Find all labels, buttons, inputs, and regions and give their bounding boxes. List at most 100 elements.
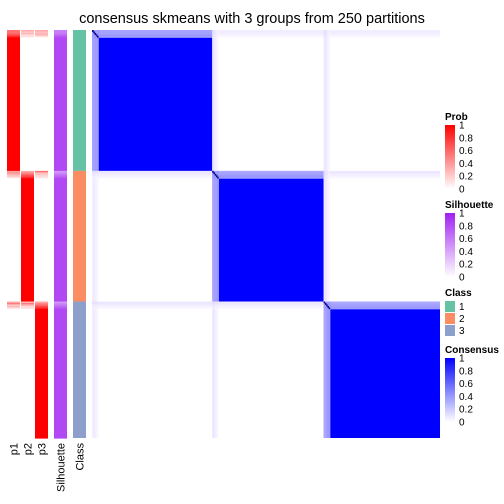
prob-p2-cell: [21, 374, 34, 377]
silhouette-cell: [54, 40, 67, 43]
prob-p2-cell: [21, 123, 34, 126]
prob-p3-cell: [35, 307, 48, 310]
prob-p3-cell: [35, 272, 48, 275]
prob-p3-cell: [35, 269, 48, 272]
consensus-cross-stripe: [328, 30, 331, 438]
silhouette-cell: [54, 261, 67, 264]
prob-p3-cell: [35, 411, 48, 414]
prob-p2-cell: [21, 320, 34, 323]
consensus-diagonal-cell: [326, 304, 328, 307]
prob-p3-cell: [35, 338, 48, 341]
prob-p2-cell: [21, 324, 34, 328]
prob-p2-cell: [21, 436, 34, 439]
silhouette-cell: [54, 430, 67, 433]
prob-p3-cell: [35, 336, 48, 339]
silhouette-cell: [54, 380, 67, 383]
legend-title: Consensus: [445, 345, 499, 356]
prob-p1-cell: [7, 157, 20, 160]
prob-p2-cell: [21, 94, 34, 97]
prob-p3-cell: [35, 278, 48, 281]
prob-p2-cell: [21, 364, 34, 367]
prob-p3-cell: [35, 418, 48, 421]
prob-p1-cell: [7, 239, 20, 242]
prob-p2-cell: [21, 288, 34, 291]
silhouette-cell: [54, 225, 67, 228]
silhouette-cell: [54, 74, 67, 77]
column-labels: p1 p2 p3 Silhouette Class: [9, 443, 87, 492]
prob-p1-cell: [7, 273, 20, 276]
prob-p1-cell: [7, 391, 20, 394]
prob-p2-cell: [21, 330, 34, 333]
prob-p3-cell: [35, 220, 48, 223]
silhouette-cell: [54, 204, 67, 207]
prob-p2-cell: [21, 335, 34, 338]
prob-p2-cell: [21, 157, 34, 160]
silhouette-cell: [54, 170, 67, 173]
prob-p2-cell: [21, 352, 34, 355]
prob-p2-cell: [21, 169, 34, 172]
prob-p3-cell: [35, 63, 48, 66]
prob-p1-cell: [7, 87, 20, 90]
prob-p1-cell: [7, 333, 20, 336]
silhouette-cell: [54, 364, 67, 367]
prob-p2-cell: [21, 135, 34, 138]
silhouette-cell: [54, 245, 67, 248]
consensus-block-1: [98, 37, 213, 171]
prob-p3-cell: [35, 327, 48, 330]
consensus-block-2: [218, 178, 324, 302]
silhouette-cell: [54, 144, 67, 147]
legend-tick-label: 0.8: [459, 221, 473, 232]
prob-p2-cell: [21, 173, 34, 176]
prob-p2-cell: [21, 81, 34, 84]
prob-p2-cell: [21, 430, 34, 433]
prob-p3-cell: [35, 82, 48, 85]
silhouette-cell: [54, 98, 67, 102]
prob-p2-cell: [21, 175, 34, 178]
prob-p3-cell: [35, 182, 48, 185]
prob-p3-cell: [35, 30, 48, 33]
prob-p2-cell: [21, 172, 34, 175]
prob-p3-cell: [35, 261, 48, 264]
prob-p2-cell: [21, 351, 34, 354]
silhouette-cell: [54, 433, 67, 436]
prob-p1-cell: [7, 247, 20, 250]
prob-p3-cell: [35, 270, 48, 273]
silhouette-cell: [54, 231, 67, 234]
consensus-diagonal-cell: [213, 172, 216, 175]
prob-p2-cell: [21, 187, 34, 190]
silhouette-cell: [54, 310, 67, 313]
silhouette-cell: [54, 351, 67, 354]
prob-p2-cell: [21, 147, 34, 150]
prob-p1-cell: [7, 291, 20, 294]
silhouette-cell: [54, 402, 67, 405]
prob-p3-cell: [35, 385, 48, 388]
prob-p1-cell: [7, 414, 20, 417]
silhouette-cell: [54, 258, 67, 262]
prob-p2-cell: [21, 297, 34, 300]
silhouette-cell: [54, 123, 67, 126]
prob-p2-cell: [21, 225, 34, 228]
prob-p3-cell: [35, 115, 48, 118]
silhouette-cell: [54, 178, 67, 181]
prob-p1-cell: [7, 65, 20, 68]
prob-p2-cell: [21, 382, 34, 385]
prob-p2-cell: [21, 316, 34, 319]
prob-p2-cell: [21, 241, 34, 244]
prob-p2-cell: [21, 272, 34, 275]
prob-p2-cell: [21, 385, 34, 388]
prob-p2-cell: [21, 273, 34, 276]
prob-p3-cell: [35, 34, 48, 37]
silhouette-cell: [54, 366, 67, 369]
silhouette-cell: [54, 167, 67, 171]
column-label-class: Class: [75, 443, 87, 471]
prob-p2-cell: [21, 195, 34, 198]
prob-p2-cell: [21, 110, 34, 113]
silhouette-cell: [54, 232, 67, 235]
silhouette-cell: [54, 275, 67, 278]
prob-p1-cell: [7, 272, 20, 275]
silhouette-cell: [54, 154, 67, 157]
consensus-cross-stripe: [92, 34, 440, 37]
prob-p3-cell: [35, 319, 48, 322]
prob-p3-cell: [35, 250, 48, 253]
prob-p3-cell: [35, 185, 48, 188]
